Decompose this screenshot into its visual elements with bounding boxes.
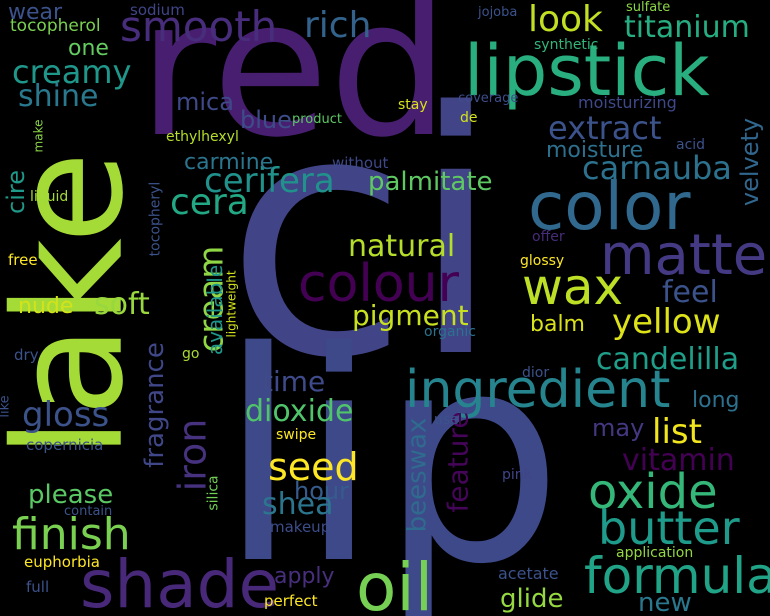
word-ingredient: ingredient	[405, 360, 671, 420]
word-velvety: velvety	[736, 117, 765, 207]
word-please: please	[28, 480, 114, 510]
word-matte: matte	[600, 223, 768, 288]
word-copernicia: copernicia	[26, 436, 104, 454]
word-ci: ci	[225, 42, 503, 432]
word-product: product	[292, 112, 343, 127]
word-blue: blue	[240, 106, 292, 134]
word-palmitate: palmitate	[368, 167, 493, 197]
word-euphorbia: euphorbia	[24, 553, 100, 571]
word-pigment: pigment	[352, 299, 469, 332]
word-lipstick: lipstick	[464, 30, 710, 112]
word-mica: mica	[176, 88, 234, 116]
word-oxide: oxide	[588, 464, 718, 520]
word-moisture: moisture	[546, 138, 644, 163]
word-wear: wear	[8, 0, 63, 25]
word-acid: acid	[676, 137, 706, 153]
word-candelilla: candelilla	[596, 342, 740, 377]
word-organic: organic	[424, 324, 477, 340]
word-balm: balm	[530, 312, 585, 337]
word-soft: soft	[94, 287, 150, 322]
word-silica: silica	[205, 475, 222, 511]
word-liquid: liquid	[30, 189, 69, 205]
word-natural: natural	[348, 229, 456, 264]
word-feel: feel	[662, 275, 718, 310]
word-sulfate: sulfate	[626, 0, 671, 15]
word-red: red	[138, 0, 450, 179]
word-look: look	[528, 0, 603, 40]
word-smooth: smooth	[120, 2, 278, 51]
word-moisturizing: moisturizing	[578, 93, 677, 112]
word-de: de	[460, 110, 478, 126]
word-sodium: sodium	[130, 1, 185, 19]
word-like: like	[0, 395, 13, 418]
word-vitamin: vitamin	[622, 443, 735, 478]
word-makeup: makeup	[270, 518, 331, 536]
word-free: free	[8, 251, 38, 269]
word-glide: glide	[500, 584, 564, 614]
word-coverage: coverage	[458, 91, 519, 106]
word-cire: cire	[1, 170, 30, 214]
word-full: full	[26, 578, 50, 596]
word-make: make	[31, 119, 46, 153]
word-dior: dior	[522, 365, 550, 381]
word-butter: butter	[598, 501, 740, 555]
word-application: application	[616, 545, 694, 561]
word-finish: finish	[12, 509, 131, 560]
word-may: may	[592, 414, 645, 442]
word-pink: pink	[502, 467, 532, 483]
word-new: new	[638, 588, 692, 616]
word-colour: colour	[298, 254, 460, 314]
word-perfect: perfect	[264, 592, 318, 610]
word-list: list	[652, 412, 702, 452]
word-cera: cera	[170, 182, 249, 223]
word-offer: offer	[532, 229, 565, 245]
word-gloss: gloss	[22, 395, 110, 435]
word-seed: seed	[268, 445, 359, 489]
word-contain: contain	[64, 504, 113, 519]
word-rich: rich	[304, 5, 372, 46]
word-color: color	[528, 168, 691, 245]
word-shade: shade	[80, 546, 280, 616]
word-hour: hour	[294, 477, 349, 505]
word-acetate: acetate	[498, 564, 559, 583]
word-one: one	[68, 36, 109, 61]
word-dioxide: dioxide	[245, 394, 354, 429]
word-available: available	[203, 264, 228, 356]
word-carmine: carmine	[184, 150, 274, 175]
word-jojoba: jojoba	[478, 5, 518, 20]
word-nude: nude	[18, 294, 74, 319]
word-long: long	[692, 388, 740, 413]
word-fragrance: fragrance	[139, 342, 170, 468]
word-apply: apply	[274, 564, 335, 589]
word-formula: formula	[584, 547, 770, 605]
word-stay: stay	[398, 97, 428, 113]
word-cerifera: ceriferа	[204, 161, 335, 201]
word-beeswax: beeswax	[402, 417, 433, 533]
word-lip: lip	[218, 291, 564, 616]
word-use: use	[434, 412, 459, 428]
word-time: time	[262, 365, 326, 398]
word-tocopherol: tocopherol	[10, 16, 101, 36]
word-ethylhexyl: ethylhexyl	[166, 129, 239, 145]
word-yellow: yellow	[612, 302, 721, 342]
word-dry: dry	[14, 346, 39, 364]
word-shine: shine	[18, 79, 99, 114]
word-shea: shea	[262, 487, 334, 522]
word-tocopheryl: tocopheryl	[147, 181, 164, 257]
word-swipe: swipe	[276, 427, 317, 443]
word-without: without	[332, 154, 389, 172]
word-go: go	[182, 346, 200, 362]
word-glossy: glossy	[520, 253, 565, 269]
word-carnauba: carnauba	[582, 149, 732, 187]
word-extract: extract	[548, 109, 662, 147]
word-titanium: titanium	[624, 10, 750, 45]
word-lightweight: lightweight	[224, 270, 239, 338]
word-oil: oil	[356, 549, 434, 616]
word-creamy: creamy	[12, 53, 132, 91]
word-synthetic: synthetic	[534, 37, 599, 53]
word-wax: wax	[522, 258, 624, 316]
